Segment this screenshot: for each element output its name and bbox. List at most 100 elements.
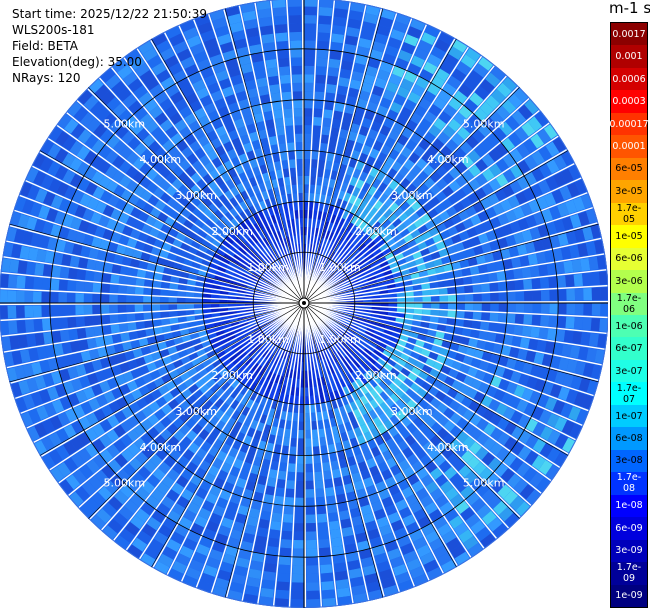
range-gate: [435, 240, 446, 251]
range-gate: [365, 520, 378, 532]
range-gate: [312, 352, 317, 362]
range-gate: [414, 104, 427, 118]
range-gate: [515, 303, 525, 313]
range-gate: [333, 477, 343, 487]
range-gate: [26, 426, 40, 442]
range-gate: [373, 361, 384, 371]
range-gate: [74, 231, 86, 244]
range-gate: [242, 255, 251, 264]
range-gate: [161, 274, 172, 282]
range-gate: [292, 91, 303, 100]
range-gate: [467, 542, 484, 558]
range-gate: [406, 239, 417, 249]
range-gate: [355, 356, 364, 366]
range-gate: [42, 191, 56, 206]
range-gate: [168, 304, 178, 311]
range-gate: [181, 388, 193, 399]
range-gate: [183, 509, 197, 522]
range-gate: [182, 448, 195, 461]
range-gate: [293, 531, 304, 541]
range-gate: [161, 442, 174, 455]
range-gate: [335, 268, 344, 277]
range-gate: [311, 429, 319, 439]
range-gate: [160, 281, 170, 289]
range-gate: [220, 413, 231, 424]
range-gate: [197, 21, 213, 35]
range-gate: [105, 165, 118, 179]
range-gate: [385, 223, 396, 233]
range-gate: [219, 182, 230, 194]
range-gate: [272, 100, 282, 111]
range-gate: [387, 256, 397, 265]
colorbar-level: 3e-07: [611, 359, 647, 383]
range-gate: [247, 445, 257, 457]
range-gate: [253, 384, 262, 394]
range-gate: [349, 323, 359, 330]
range-gate: [340, 120, 351, 131]
range-gate: [277, 268, 284, 277]
range-gate: [350, 371, 359, 381]
range-gate: [215, 420, 226, 431]
range-gate: [501, 392, 513, 405]
range-gate: [425, 481, 439, 494]
range-gate: [353, 523, 366, 535]
range-gate: [455, 175, 468, 187]
range-gate: [439, 60, 455, 75]
range-gate: [418, 97, 432, 110]
range-gate: [249, 381, 258, 392]
range-gate: [503, 452, 517, 467]
range-gate: [370, 352, 380, 361]
range-gate: [538, 327, 549, 340]
range-gate: [252, 184, 261, 195]
range-gate: [222, 277, 232, 284]
range-gate: [167, 252, 177, 262]
range-gate: [66, 292, 76, 303]
range-gate: [349, 350, 358, 360]
range-gate: [548, 315, 558, 328]
range-gate: [153, 219, 164, 230]
range-gate: [97, 160, 111, 174]
range-gate: [139, 113, 153, 127]
range-gate: [456, 294, 465, 302]
range-gate: [406, 223, 417, 233]
range-gate: [253, 353, 262, 363]
range-gate: [295, 142, 303, 151]
range-gate: [577, 211, 590, 226]
range-gate: [254, 268, 263, 276]
range-gate: [270, 92, 281, 103]
range-gate: [494, 143, 509, 157]
range-gate: [462, 436, 476, 449]
range-gate: [384, 156, 395, 168]
range-gate: [369, 317, 379, 323]
range-gate: [235, 250, 245, 259]
range-gate: [85, 443, 99, 458]
range-gate: [153, 326, 164, 335]
range-gate: [132, 348, 143, 358]
range-gate: [304, 158, 311, 168]
range-gate: [333, 390, 341, 400]
range-gate: [368, 492, 380, 504]
range-gate: [112, 103, 127, 118]
range-gate: [119, 175, 132, 188]
range-gate: [188, 352, 199, 361]
range-gate: [366, 581, 381, 593]
range-gate: [235, 477, 247, 489]
range-gate: [321, 185, 328, 196]
range-gate: [234, 204, 244, 214]
range-gate: [290, 437, 297, 447]
range-gate: [230, 74, 243, 86]
range-gate: [340, 431, 349, 442]
range-gate: [177, 48, 192, 62]
range-gate: [358, 496, 370, 508]
range-gate: [215, 125, 227, 137]
range-gate: [533, 352, 545, 365]
range-gate: [541, 354, 553, 367]
range-gate: [96, 250, 108, 261]
range-gate: [195, 447, 208, 460]
range-gate: [201, 223, 212, 234]
range-gate: [116, 352, 127, 364]
range-gate: [355, 269, 365, 276]
range-gate: [350, 260, 359, 268]
range-gate: [336, 172, 345, 182]
range-gate: [421, 523, 436, 536]
